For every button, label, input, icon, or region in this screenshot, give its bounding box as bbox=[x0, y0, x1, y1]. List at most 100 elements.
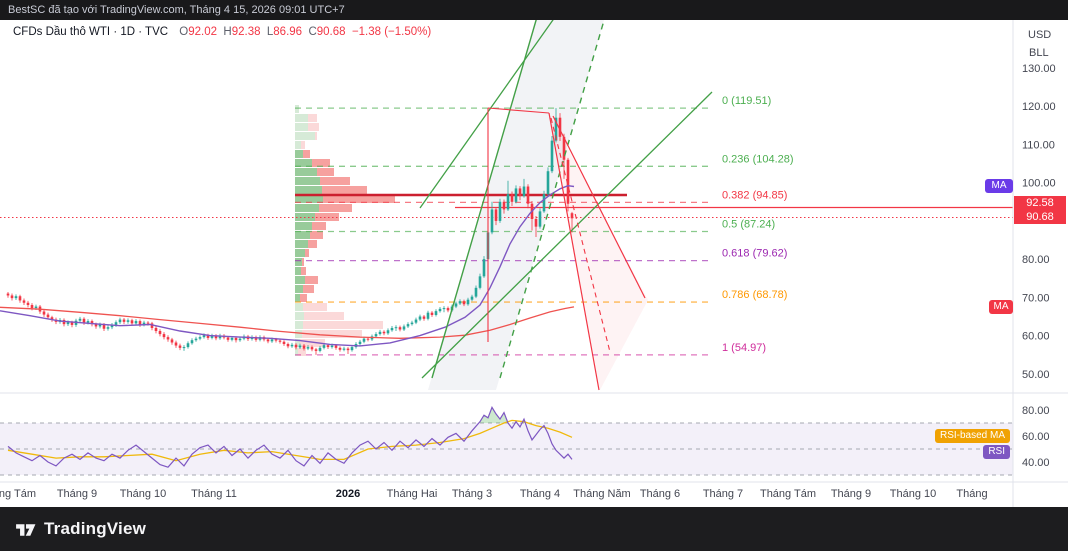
candle-body bbox=[254, 337, 258, 340]
volume-profile-buy-bar bbox=[295, 150, 303, 158]
price-badge-last: 90.68 bbox=[1014, 210, 1066, 224]
candle-body bbox=[122, 319, 126, 322]
volume-profile-sell-bar bbox=[308, 240, 317, 248]
volume-profile-buy-bar bbox=[295, 141, 301, 149]
candle-body bbox=[22, 300, 26, 303]
symbol-legend[interactable]: CFDs Dầu thô WTI · 1D · TVC O92.02 H92.3… bbox=[13, 26, 431, 38]
price-axis-tick[interactable]: 100.00 bbox=[1022, 178, 1056, 190]
candle-body bbox=[14, 296, 18, 299]
candle-body bbox=[522, 186, 526, 197]
volume-profile-buy-bar bbox=[295, 339, 300, 347]
candle-body bbox=[314, 349, 318, 351]
green-channel-right-dashed[interactable] bbox=[499, 16, 606, 379]
red-wedge-right[interactable] bbox=[552, 115, 646, 299]
volume-profile-buy-bar bbox=[295, 114, 308, 122]
price-axis-unit[interactable]: BLL bbox=[1029, 47, 1049, 59]
price-axis-tick[interactable]: 110.00 bbox=[1022, 139, 1055, 151]
candle-body bbox=[130, 320, 134, 324]
price-axis-tick[interactable]: 80.00 bbox=[1022, 254, 1050, 266]
candle-body bbox=[446, 308, 450, 311]
rsi-ma-pill: RSI-based MA bbox=[934, 429, 1010, 443]
time-axis-label[interactable]: Tháng 10 bbox=[120, 488, 166, 500]
candle-body bbox=[170, 339, 174, 343]
symbol-title[interactable]: CFDs Dầu thô WTI · 1D · TVC bbox=[13, 26, 169, 38]
candle-body bbox=[126, 320, 130, 322]
time-axis-label[interactable]: Tháng Năm bbox=[573, 488, 630, 500]
candle-body bbox=[434, 311, 438, 315]
candle-body bbox=[82, 318, 86, 323]
rsi-axis-tick[interactable]: 40.00 bbox=[1022, 457, 1050, 469]
candle-body bbox=[118, 319, 122, 323]
volume-profile-buy-bar bbox=[295, 168, 317, 176]
candle-body bbox=[482, 259, 486, 277]
green-channel-left[interactable] bbox=[431, 16, 538, 379]
rsi-line bbox=[7, 406, 573, 468]
price-badge-alert: 92.58 bbox=[1014, 196, 1066, 210]
red-wedge-left[interactable] bbox=[548, 112, 600, 391]
time-axis-label[interactable]: Tháng 3 bbox=[452, 488, 492, 500]
rsi-axis-tick[interactable]: 60.00 bbox=[1022, 431, 1050, 443]
price-axis-tick[interactable]: 70.00 bbox=[1022, 292, 1050, 304]
time-axis-label[interactable]: Tháng Hai bbox=[387, 488, 438, 500]
candle-body bbox=[198, 337, 202, 339]
candle-body bbox=[358, 341, 362, 345]
candle-body bbox=[350, 347, 354, 351]
attribution-text: BestSC đã tạo với TradingView.com, Tháng… bbox=[8, 4, 345, 16]
fib-level-label: 1 (54.97) bbox=[722, 342, 766, 354]
volume-profile-sell-bar bbox=[304, 312, 344, 320]
candle-body bbox=[550, 140, 554, 172]
candle-body bbox=[462, 301, 466, 305]
candle-body bbox=[374, 334, 378, 337]
volume-profile-sell-bar bbox=[310, 231, 323, 239]
time-axis-label[interactable]: Tháng Tám bbox=[0, 488, 36, 500]
candle-body bbox=[466, 299, 470, 305]
candle-body bbox=[26, 302, 30, 306]
time-axis-label[interactable]: Tháng 9 bbox=[57, 488, 97, 500]
time-axis-label[interactable]: Tháng bbox=[956, 488, 987, 500]
candle-body bbox=[98, 324, 102, 327]
time-axis-label[interactable]: Tháng 10 bbox=[890, 488, 936, 500]
tradingview-logo-icon[interactable] bbox=[14, 518, 37, 541]
candle-body bbox=[566, 159, 570, 204]
price-axis-tick[interactable]: 120.00 bbox=[1022, 101, 1056, 113]
candle-body bbox=[230, 337, 234, 340]
time-axis-label[interactable]: 2026 bbox=[336, 488, 360, 500]
green-trendline-mid[interactable] bbox=[419, 9, 561, 209]
candle-body bbox=[154, 327, 158, 332]
price-axis-tick[interactable]: 60.00 bbox=[1022, 331, 1050, 343]
volume-profile-buy-bar bbox=[295, 321, 303, 329]
red-top-edge[interactable] bbox=[487, 107, 550, 114]
tradingview-wordmark[interactable]: TradingView bbox=[44, 519, 147, 538]
candle-body bbox=[382, 331, 386, 334]
price-axis-tick[interactable]: 130.00 bbox=[1022, 63, 1056, 75]
time-axis-label[interactable]: Tháng 9 bbox=[831, 488, 871, 500]
candle-body bbox=[410, 322, 414, 325]
rsi-pill: RSI bbox=[983, 445, 1010, 459]
red-wedge-mid-dashed[interactable] bbox=[550, 117, 611, 353]
candle-body bbox=[414, 319, 418, 323]
price-axis-tick[interactable]: 50.00 bbox=[1022, 369, 1050, 381]
candle-body bbox=[398, 327, 402, 330]
rsi-axis-tick[interactable]: 80.00 bbox=[1022, 405, 1050, 417]
candle-body bbox=[526, 186, 530, 204]
footer-bar: TradingView bbox=[0, 507, 1068, 551]
price-axis-currency[interactable]: USD bbox=[1028, 29, 1051, 41]
candle-body bbox=[66, 322, 70, 325]
candle-body bbox=[150, 323, 154, 328]
green-support-long[interactable] bbox=[421, 91, 713, 379]
volume-profile-sell-bar bbox=[300, 294, 307, 302]
time-axis-label[interactable]: Tháng Tám bbox=[760, 488, 816, 500]
volume-profile-sell-bar bbox=[300, 339, 325, 347]
volume-profile-buy-bar bbox=[295, 105, 299, 113]
volume-profile-sell-bar bbox=[305, 249, 309, 257]
candle-body bbox=[238, 338, 242, 341]
candle-body bbox=[162, 334, 166, 338]
volume-profile-sell-bar bbox=[303, 321, 383, 329]
candle-body bbox=[402, 326, 406, 330]
candle-body bbox=[306, 347, 310, 349]
time-axis-label[interactable]: Tháng 6 bbox=[640, 488, 680, 500]
time-axis-label[interactable]: Tháng 11 bbox=[191, 488, 237, 500]
time-axis-label[interactable]: Tháng 4 bbox=[520, 488, 560, 500]
time-axis-label[interactable]: Tháng 7 bbox=[703, 488, 743, 500]
